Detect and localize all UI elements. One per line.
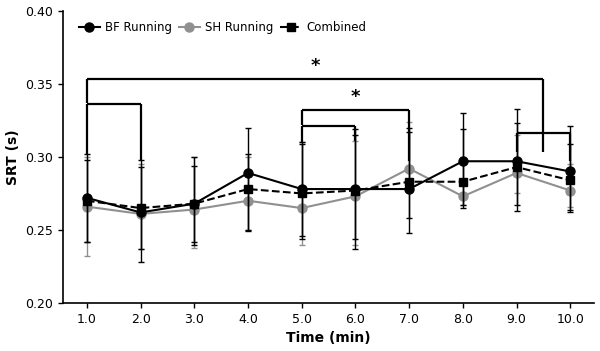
Y-axis label: SRT (s): SRT (s): [5, 129, 20, 185]
Text: *: *: [350, 88, 360, 106]
Legend: BF Running, SH Running, Combined: BF Running, SH Running, Combined: [74, 16, 371, 39]
Text: *: *: [310, 57, 320, 75]
X-axis label: Time (min): Time (min): [286, 331, 371, 345]
